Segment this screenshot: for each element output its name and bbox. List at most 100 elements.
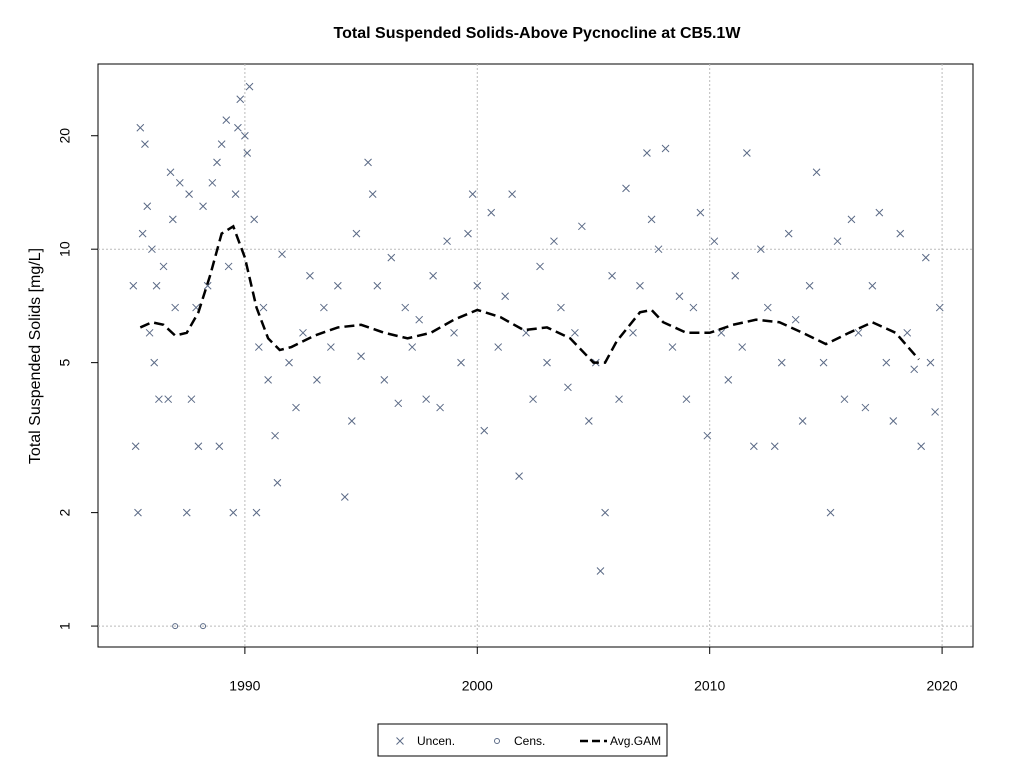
y-tick-label: 1 — [57, 622, 73, 630]
point — [306, 271, 314, 280]
point — [480, 426, 489, 435]
point — [654, 245, 663, 254]
point — [136, 123, 145, 132]
point — [557, 303, 565, 312]
point — [571, 328, 579, 337]
point — [203, 281, 212, 290]
point — [213, 158, 221, 167]
point — [515, 472, 523, 480]
y-tick-label: 20 — [57, 128, 73, 144]
point — [473, 281, 482, 290]
point — [450, 328, 458, 337]
point — [749, 442, 758, 451]
point — [608, 271, 616, 280]
point — [229, 508, 238, 517]
point — [622, 184, 630, 193]
point — [241, 131, 249, 140]
point — [364, 158, 372, 167]
point — [152, 281, 161, 290]
y-tick-label: 2 — [57, 509, 73, 517]
point — [703, 431, 712, 440]
legend-label: Avg.GAM — [610, 734, 661, 748]
point — [299, 328, 307, 337]
point — [917, 442, 926, 451]
point — [647, 215, 656, 224]
point — [689, 303, 698, 312]
point — [763, 303, 772, 312]
point — [217, 140, 226, 148]
point — [245, 82, 254, 91]
point — [861, 403, 870, 412]
point — [200, 623, 207, 630]
point — [854, 328, 863, 337]
point — [629, 328, 637, 337]
point — [661, 144, 670, 153]
point — [145, 328, 154, 337]
point — [333, 281, 342, 290]
point — [264, 376, 272, 384]
chart-title: Total Suspended Solids-Above Pycnocline … — [334, 25, 742, 42]
legend — [377, 723, 668, 757]
point — [791, 315, 800, 324]
point — [487, 208, 496, 217]
point — [494, 343, 503, 351]
point — [155, 395, 163, 404]
point — [172, 623, 179, 630]
point — [292, 403, 300, 412]
y-tick-label: 5 — [57, 359, 73, 367]
point — [159, 262, 168, 271]
point — [131, 442, 140, 451]
point — [273, 478, 282, 487]
point — [564, 383, 572, 392]
point — [508, 190, 516, 198]
point — [208, 178, 217, 187]
point — [578, 222, 586, 231]
point — [327, 343, 335, 351]
gam-line — [139, 224, 920, 364]
point — [682, 395, 691, 404]
point — [738, 343, 747, 351]
point — [175, 178, 184, 187]
point — [164, 395, 173, 404]
point — [615, 395, 623, 404]
point — [148, 245, 156, 254]
point — [882, 358, 891, 367]
point — [373, 281, 382, 290]
point — [675, 292, 684, 301]
point — [643, 149, 651, 157]
plot-frame — [97, 63, 974, 648]
point — [313, 376, 321, 384]
point — [138, 229, 147, 238]
point — [320, 303, 328, 312]
legend-symbol — [494, 738, 500, 744]
point — [731, 271, 740, 280]
point — [770, 442, 779, 451]
point — [422, 395, 431, 404]
point — [601, 508, 609, 517]
point — [394, 399, 403, 408]
point — [457, 358, 465, 367]
point — [826, 508, 835, 517]
point — [352, 229, 361, 238]
point — [931, 408, 939, 416]
x-tick-label: 2020 — [927, 678, 958, 694]
legend-label: Uncen. — [417, 734, 455, 748]
point — [141, 140, 149, 148]
point — [429, 271, 437, 280]
point — [150, 358, 159, 367]
point — [187, 395, 196, 404]
point — [868, 281, 877, 290]
point — [805, 281, 814, 290]
point — [215, 442, 224, 451]
y-tick-label: 10 — [57, 241, 73, 257]
point — [234, 123, 242, 132]
point — [584, 417, 593, 425]
point — [926, 358, 935, 367]
point — [501, 292, 510, 301]
point — [236, 95, 245, 104]
point — [756, 245, 765, 254]
point — [443, 237, 451, 246]
point — [380, 376, 389, 384]
point — [696, 208, 705, 217]
